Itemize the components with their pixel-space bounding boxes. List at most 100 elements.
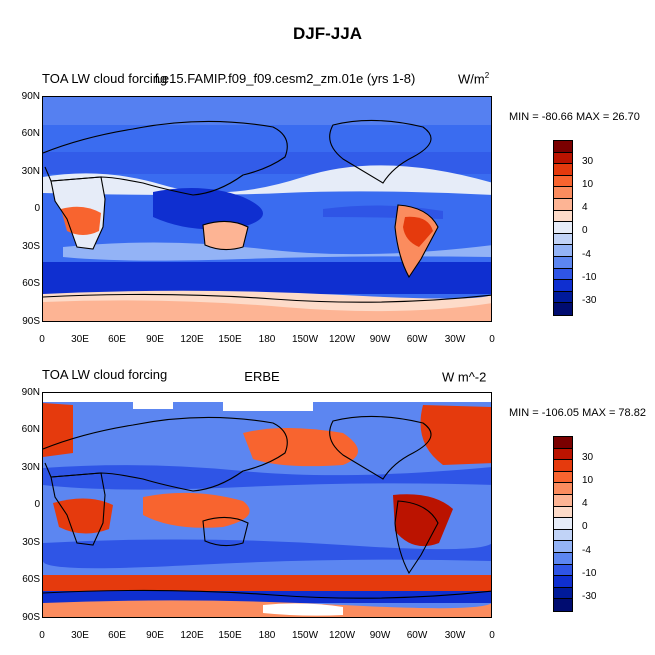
- panel1-units: W/m2: [458, 71, 489, 86]
- colorbar-segment: [554, 564, 572, 577]
- panel2-minmax: MIN = -106.05 MAX = 78.82: [509, 407, 646, 419]
- p2-colorbar-label: -10: [582, 568, 597, 579]
- p2-colorbar-label: -30: [582, 591, 597, 602]
- p1-colorbar-label: -10: [582, 272, 597, 283]
- colorbar-segment: [554, 471, 572, 484]
- colorbar-segment: [554, 448, 572, 461]
- p1-lat-label: 30N: [21, 166, 40, 177]
- p1-lon-label: 30W: [444, 334, 466, 345]
- colorbar-segment: [554, 437, 572, 449]
- p1-colorbar-label: 4: [582, 202, 588, 213]
- colorbar-segment: [554, 152, 572, 165]
- p1-lat-label: 60N: [21, 128, 40, 139]
- colorbar-segment: [554, 529, 572, 542]
- panel1-minmax: MIN = -80.66 MAX = 26.70: [509, 111, 640, 123]
- panel1-units-main: W/m: [458, 71, 485, 87]
- p2-lat-label: 0: [34, 499, 40, 510]
- p2-lon-label: 180: [258, 630, 276, 641]
- p2-lat-label: 60N: [21, 424, 40, 435]
- p2-lon-label: 120E: [180, 630, 204, 641]
- p2-lon-label: 150E: [218, 630, 242, 641]
- p1-lon-label: 150E: [218, 334, 242, 345]
- colorbar-segment: [554, 494, 572, 507]
- p1-lat-label: 60S: [22, 278, 40, 289]
- p2-lon-label: 90W: [369, 630, 391, 641]
- p2-lon-label: 0: [39, 630, 45, 641]
- p1-lon-label: 120W: [328, 334, 356, 345]
- colorbar-segment: [554, 198, 572, 211]
- p2-lat-label: 30S: [22, 537, 40, 548]
- p2-lat-label: 90S: [22, 612, 40, 623]
- p1-colorbar-label: 0: [582, 225, 588, 236]
- p2-lat-label: 60S: [22, 574, 40, 585]
- p2-lon-label: 0: [489, 630, 495, 641]
- panel1-map-svg: [43, 97, 491, 321]
- p1-colorbar-label: 10: [582, 179, 594, 190]
- p2-colorbar-label: 4: [582, 498, 588, 509]
- p1-lon-label: 60W: [406, 334, 428, 345]
- p1-lat-label: 0: [34, 203, 40, 214]
- p2-colorbar-label: 0: [582, 521, 588, 532]
- p1-lon-label: 120E: [180, 334, 204, 345]
- p1-lon-label: 90W: [369, 334, 391, 345]
- panel1-colorbar: [553, 140, 573, 316]
- p1-colorbar-label: 30: [582, 156, 594, 167]
- colorbar-segment: [554, 268, 572, 281]
- p2-lat-label: 90N: [21, 387, 40, 398]
- colorbar-segment: [554, 587, 572, 600]
- colorbar-segment: [554, 599, 572, 611]
- p1-lon-label: 0: [39, 334, 45, 345]
- colorbar-segment: [554, 483, 572, 495]
- colorbar-segment: [554, 141, 572, 153]
- p1-lon-label: 150W: [291, 334, 319, 345]
- panel1-map: [42, 96, 492, 322]
- p1-colorbar-label: -4: [582, 249, 591, 260]
- p2-colorbar-label: 10: [582, 475, 594, 486]
- p1-lon-label: 0: [489, 334, 495, 345]
- colorbar-segment: [554, 245, 572, 257]
- colorbar-segment: [554, 506, 572, 519]
- p2-lon-label: 60E: [108, 630, 126, 641]
- colorbar-segment: [554, 552, 572, 565]
- figure-title: DJF-JJA: [293, 24, 362, 43]
- colorbar-segment: [554, 164, 572, 176]
- panel2-map-svg: [43, 393, 491, 617]
- p1-lon-label: 180: [258, 334, 276, 345]
- colorbar-segment: [554, 233, 572, 246]
- panel2-units-main: W m^-2: [442, 369, 487, 385]
- p2-lon-label: 150W: [291, 630, 319, 641]
- p2-lon-label: 30W: [444, 630, 466, 641]
- colorbar-segment: [554, 460, 572, 472]
- p1-lat-label: 30S: [22, 241, 40, 252]
- panel2-left-title: TOA LW cloud forcing: [42, 367, 168, 382]
- p1-lon-label: 90E: [146, 334, 164, 345]
- colorbar-segment: [554, 518, 572, 530]
- p2-lon-label: 30E: [71, 630, 89, 641]
- colorbar-segment: [554, 291, 572, 304]
- p2-colorbar-label: -4: [582, 545, 591, 556]
- panel2-units: W m^-2: [442, 367, 486, 384]
- p2-lon-label: 120W: [328, 630, 356, 641]
- p1-lat-label: 90N: [21, 91, 40, 102]
- panel1-left-title: TOA LW cloud forcing: [42, 71, 168, 86]
- colorbar-segment: [554, 576, 572, 588]
- colorbar-segment: [554, 280, 572, 292]
- panel1-units-sup: 2: [484, 71, 490, 80]
- p2-lat-label: 30N: [21, 462, 40, 473]
- colorbar-segment: [554, 175, 572, 188]
- colorbar-segment: [554, 187, 572, 199]
- p2-colorbar-label: 30: [582, 452, 594, 463]
- colorbar-segment: [554, 222, 572, 234]
- colorbar-segment: [554, 210, 572, 223]
- panel2-center-title: ERBE: [244, 369, 280, 384]
- panel2-colorbar: [553, 436, 573, 612]
- p2-lon-label: 90E: [146, 630, 164, 641]
- colorbar-segment: [554, 541, 572, 553]
- colorbar-segment: [554, 256, 572, 269]
- colorbar-segment: [554, 303, 572, 315]
- panel2-map: [42, 392, 492, 618]
- p1-lon-label: 30E: [71, 334, 89, 345]
- panel1-center-title: f.e15.FAMIP.f09_f09.cesm2_zm.01e (yrs 1-…: [154, 71, 416, 86]
- p1-lat-label: 90S: [22, 316, 40, 327]
- p2-lon-label: 60W: [406, 630, 428, 641]
